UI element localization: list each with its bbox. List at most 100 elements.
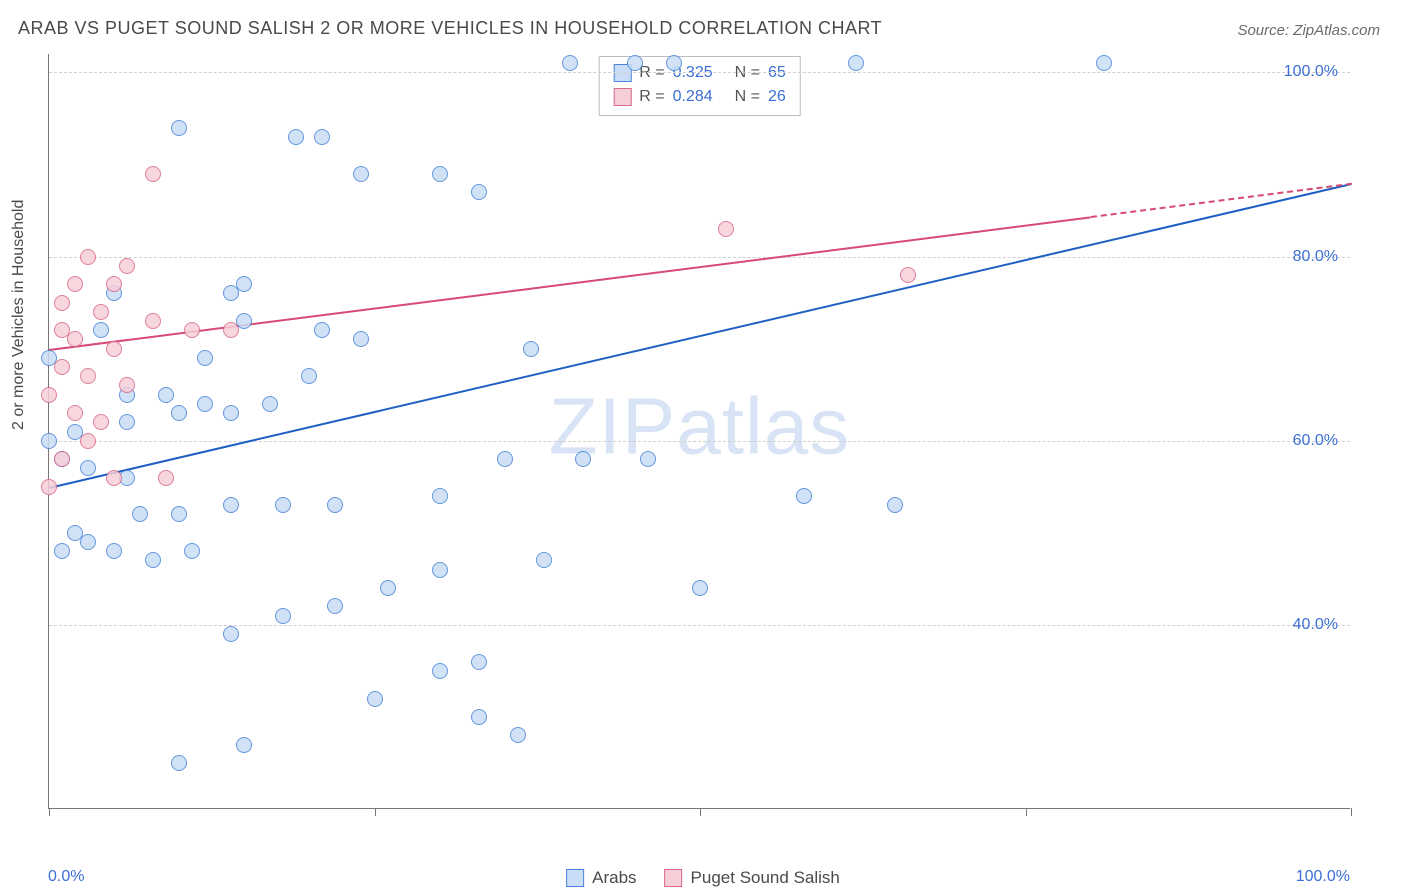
scatter-point	[432, 166, 448, 182]
source-attribution: Source: ZipAtlas.com	[1237, 22, 1380, 39]
scatter-point	[236, 737, 252, 753]
scatter-plot-area: ZIPatlas R =0.325N =65R =0.284N =26 40.0…	[48, 54, 1350, 809]
scatter-point	[93, 322, 109, 338]
scatter-point	[54, 543, 70, 559]
scatter-point	[106, 341, 122, 357]
scatter-point	[510, 727, 526, 743]
scatter-point	[640, 451, 656, 467]
scatter-point	[171, 755, 187, 771]
scatter-point	[171, 120, 187, 136]
watermark-rest: atlas	[676, 381, 850, 470]
scatter-point	[106, 276, 122, 292]
scatter-point	[197, 350, 213, 366]
stat-r-value: 0.284	[673, 88, 713, 106]
scatter-point	[353, 331, 369, 347]
y-tick-label: 40.0%	[1293, 616, 1338, 634]
scatter-point	[223, 405, 239, 421]
scatter-point	[275, 608, 291, 624]
scatter-point	[54, 322, 70, 338]
x-axis-min-label: 0.0%	[48, 868, 84, 886]
scatter-point	[275, 497, 291, 513]
scatter-point	[432, 562, 448, 578]
scatter-point	[145, 166, 161, 182]
scatter-point	[471, 184, 487, 200]
series-legend: Arabs Puget Sound Salish	[566, 868, 840, 888]
gridline	[49, 257, 1350, 258]
x-tick	[1026, 808, 1027, 816]
scatter-point	[796, 488, 812, 504]
scatter-point	[184, 322, 200, 338]
legend-label: Arabs	[592, 868, 636, 888]
scatter-point	[223, 285, 239, 301]
scatter-point	[106, 470, 122, 486]
scatter-point	[106, 543, 122, 559]
scatter-point	[41, 433, 57, 449]
scatter-point	[67, 525, 83, 541]
scatter-point	[562, 55, 578, 71]
scatter-point	[471, 654, 487, 670]
scatter-point	[380, 580, 396, 596]
legend-label: Puget Sound Salish	[691, 868, 840, 888]
y-tick-label: 80.0%	[1293, 248, 1338, 266]
scatter-point	[718, 221, 734, 237]
stats-row: R = 0.284 N = 26	[613, 85, 786, 109]
scatter-point	[497, 451, 513, 467]
scatter-point	[536, 552, 552, 568]
scatter-point	[80, 433, 96, 449]
x-tick	[49, 808, 50, 816]
x-tick	[375, 808, 376, 816]
scatter-point	[119, 414, 135, 430]
scatter-point	[223, 626, 239, 642]
y-tick-label: 60.0%	[1293, 432, 1338, 450]
watermark: ZIPatlas	[549, 380, 850, 472]
scatter-point	[314, 322, 330, 338]
scatter-point	[432, 488, 448, 504]
scatter-point	[223, 497, 239, 513]
gridline	[49, 625, 1350, 626]
scatter-point	[93, 414, 109, 430]
scatter-point	[197, 396, 213, 412]
scatter-point	[67, 276, 83, 292]
legend-swatch	[613, 88, 631, 106]
scatter-point	[327, 497, 343, 513]
scatter-point	[887, 497, 903, 513]
scatter-point	[900, 267, 916, 283]
scatter-point	[432, 663, 448, 679]
scatter-point	[1096, 55, 1112, 71]
y-tick-label: 100.0%	[1284, 63, 1338, 81]
scatter-point	[353, 166, 369, 182]
scatter-point	[848, 55, 864, 71]
legend-item: Puget Sound Salish	[665, 868, 840, 888]
x-tick	[700, 808, 701, 816]
scatter-point	[119, 377, 135, 393]
legend-swatch	[566, 869, 584, 887]
scatter-point	[367, 691, 383, 707]
scatter-point	[314, 129, 330, 145]
scatter-point	[119, 258, 135, 274]
stat-n-label: N =	[735, 88, 760, 106]
gridline	[49, 72, 1350, 73]
scatter-point	[158, 387, 174, 403]
stat-n-value: 26	[768, 88, 786, 106]
legend-swatch	[665, 869, 683, 887]
x-axis-max-label: 100.0%	[1296, 868, 1350, 886]
y-axis-label: 2 or more Vehicles in Household	[10, 200, 28, 430]
trend-line	[49, 216, 1091, 351]
scatter-point	[67, 405, 83, 421]
stat-r-label: R =	[639, 88, 664, 106]
x-tick	[1351, 808, 1352, 816]
scatter-point	[67, 331, 83, 347]
scatter-point	[80, 368, 96, 384]
scatter-point	[80, 534, 96, 550]
scatter-point	[145, 313, 161, 329]
scatter-point	[145, 552, 161, 568]
scatter-point	[288, 129, 304, 145]
scatter-point	[523, 341, 539, 357]
scatter-point	[471, 709, 487, 725]
scatter-point	[80, 249, 96, 265]
scatter-point	[262, 396, 278, 412]
scatter-point	[80, 460, 96, 476]
scatter-point	[54, 359, 70, 375]
watermark-bold: ZIP	[549, 381, 676, 470]
scatter-point	[41, 387, 57, 403]
